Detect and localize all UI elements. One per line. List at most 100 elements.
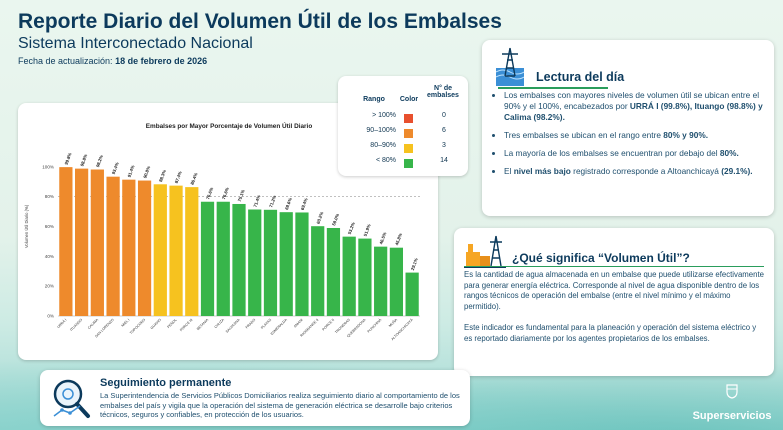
bar-data-label: 71.4%: [252, 194, 261, 207]
x-tick-label: PORCE III: [179, 318, 193, 332]
x-tick-label: PUNCHINÁ: [367, 317, 383, 333]
lectura-list: Los embalses con mayores niveles de volu…: [494, 90, 766, 184]
y-axis-label: Volumen Útil Diario (%): [24, 204, 29, 248]
bar: [374, 246, 388, 316]
x-tick-label: SALVAJINA: [225, 317, 241, 333]
bar: [232, 203, 246, 316]
y-tick-label: 40%: [45, 254, 54, 259]
bar: [200, 201, 215, 316]
chart-title: Embalses por Mayor Porcentaje de Volumen…: [146, 121, 313, 130]
bar-data-label: 98.2%: [95, 154, 104, 167]
bar: [153, 184, 167, 316]
lectura-item: La mayoría de los embalses se encuentran…: [504, 148, 766, 159]
x-tick-label: URRÁ I: [56, 318, 67, 329]
bar-data-label: 76.6%: [205, 187, 214, 200]
x-tick-label: MUÑA: [387, 317, 398, 328]
lectura-item: El nivel más bajo registrado corresponde…: [504, 166, 766, 177]
bar: [137, 180, 152, 316]
bar: [106, 176, 120, 316]
legend-row: 90–100% 6: [338, 127, 468, 140]
x-tick-label: PEÑOL: [166, 317, 178, 329]
significado-paragraph-2: Este indicador es fundamental para la pl…: [464, 323, 757, 343]
lectura-item: Tres embalses se ubican en el rango entr…: [504, 130, 766, 141]
bar: [311, 226, 325, 316]
bar-data-label: 99.8%: [64, 152, 73, 165]
bar-data-label: 90.8%: [142, 165, 151, 178]
x-tick-label: BETANIA: [196, 317, 210, 331]
bar: [295, 212, 309, 316]
significado-paragraph-1: Es la cantidad de agua almacenada en un …: [464, 270, 764, 311]
bar-data-label: 91.4%: [127, 165, 136, 178]
x-tick-label: PLAYAS: [260, 317, 273, 330]
bar-data-label: 46.5%: [378, 231, 387, 244]
bar-data-label: 71.2%: [268, 195, 277, 208]
bar-data-label: 86.4%: [190, 172, 199, 185]
bar: [279, 212, 293, 316]
x-tick-label: PRADO: [245, 318, 257, 330]
bar: [122, 179, 136, 316]
bar-data-label: 60.2%: [315, 211, 324, 224]
y-tick-label: 0%: [47, 314, 54, 319]
x-tick-label: GUAVIO: [150, 318, 162, 330]
legend-range: > 100%: [372, 112, 396, 119]
bar-data-label: 51.9%: [363, 223, 372, 236]
legend-count: 14: [440, 157, 448, 164]
y-tick-label: 60%: [45, 224, 54, 229]
x-tick-label: PORCE II: [321, 318, 335, 332]
x-tick-label: AMANI: [293, 318, 304, 329]
bar: [263, 209, 278, 316]
bar-data-label: 98.8%: [79, 153, 88, 166]
superservicios-logo: Superservicios: [690, 383, 774, 423]
legend-col-count: N° de embalses: [427, 85, 459, 99]
bar: [326, 227, 341, 316]
legend-col-range: Rango: [363, 96, 385, 103]
legend-range: < 80%: [375, 157, 396, 164]
bar: [74, 168, 89, 316]
bar: [169, 185, 183, 316]
bar-data-label: 59.0%: [331, 213, 340, 226]
x-tick-label: ITUANGO: [69, 318, 83, 332]
bar-data-label: 75.1%: [237, 189, 246, 202]
x-tick-label: CALIMA: [87, 317, 100, 330]
bar: [90, 169, 104, 316]
bar: [342, 236, 356, 316]
bar: [358, 238, 372, 316]
hydro-plant-icon: [464, 235, 506, 268]
coat-of-arms-icon: [726, 384, 738, 399]
bar-data-label: 69.4%: [300, 197, 309, 210]
legend-count: 0: [442, 112, 446, 119]
page-title: Reporte Diario del Volumen Útil de los E…: [18, 10, 502, 33]
lectura-card: Lectura del día Los embalses con mayores…: [482, 40, 774, 216]
bar-data-label: 88.3%: [158, 169, 167, 182]
bar: [405, 272, 419, 316]
significado-card: ¿Qué significa “Volumen Útil”? Es la can…: [454, 228, 774, 376]
legend-row: > 100% 0: [338, 112, 468, 125]
significado-underline: [464, 266, 764, 267]
legend-swatch: [404, 129, 413, 138]
seguimiento-card: Seguimiento permanente La Superintendenc…: [40, 370, 470, 426]
magnifier-chart-icon: [53, 379, 90, 418]
lectura-title: Lectura del día: [536, 70, 625, 84]
legend-table: Rango Color N° de embalses > 100% 0 90–100…: [338, 76, 468, 176]
update-label: Fecha de actualización:: [18, 56, 113, 66]
legend-row: 80–90% 3: [338, 142, 468, 155]
update-value: 18 de febrero de 2026: [115, 56, 208, 66]
brand-name: Superservicios: [692, 410, 772, 422]
update-date: Fecha de actualización: 18 de febrero de…: [18, 56, 207, 66]
legend-swatch: [404, 144, 413, 153]
legend-count: 6: [442, 127, 446, 134]
y-tick-label: 80%: [45, 194, 54, 199]
significado-title: ¿Qué significa “Volumen Útil”?: [512, 251, 690, 265]
bar: [248, 209, 262, 316]
x-tick-label: ESMERALDA: [270, 317, 289, 336]
page-subtitle: Sistema Interconectado Nacional: [18, 35, 253, 52]
legend-col-color: Color: [399, 96, 419, 103]
x-tick-label: MIEL I: [121, 318, 131, 328]
bar-data-label: 87.4%: [174, 170, 183, 183]
bar-data-label: 29.1%: [410, 257, 419, 270]
bar: [185, 187, 199, 316]
legend-range: 90–100%: [366, 127, 396, 134]
bar-data-label: 69.6%: [284, 197, 293, 210]
legend-swatch: [404, 114, 413, 123]
legend-range: 80–90%: [370, 142, 396, 149]
